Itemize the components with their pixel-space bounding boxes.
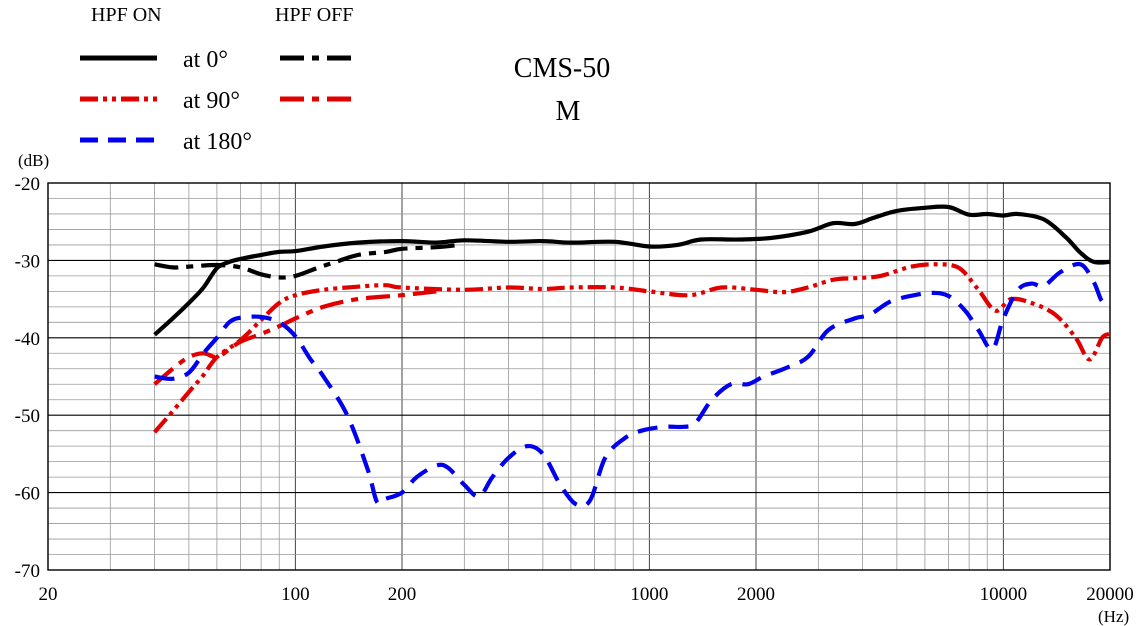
series-line-2 [153,262,1111,434]
y-tick-labels: -20 -30 -40 -50 -60 -70 [15,174,40,582]
x-tick-labels: 20 100 200 1000 2000 10000 20000 [39,584,1134,605]
legend-header-hpf-on: HPF ON [91,4,162,26]
chart-subtitle: M [556,96,581,127]
x-tick-label: 20 [39,584,58,605]
x-axis-unit: (Hz) [1098,607,1129,626]
legend-label-90: at 90° [183,88,240,114]
y-tick-label: -30 [15,251,40,272]
series-line-3 [153,289,437,386]
plot-frame [47,182,1111,571]
y-tick-label: -60 [15,484,40,505]
y-tick-label: -40 [15,329,40,350]
x-tick-label: 200 [388,584,417,605]
x-tick-label: 100 [281,584,310,605]
y-tick-label: -20 [15,174,40,195]
response-curves [153,204,1111,509]
legend-label-180: at 180° [183,129,252,155]
series-line-1 [154,242,460,280]
series-line-0 [153,204,1111,337]
y-tick-label: -50 [15,406,40,427]
legend: HPF ON HPF OFF at 0° at 90° at 180° [80,4,356,155]
legend-header-hpf-off: HPF OFF [275,4,353,26]
x-tick-label: 20000 [1086,584,1134,605]
series-line-4 [154,261,1111,509]
x-tick-label: 10000 [980,584,1028,605]
x-tick-label: 1000 [630,584,668,605]
y-tick-label: -70 [15,561,40,582]
x-tick-label: 2000 [737,584,775,605]
chart-title: CMS-50 [514,53,610,84]
legend-label-0: at 0° [183,47,228,73]
y-axis-unit: (dB) [18,151,49,170]
